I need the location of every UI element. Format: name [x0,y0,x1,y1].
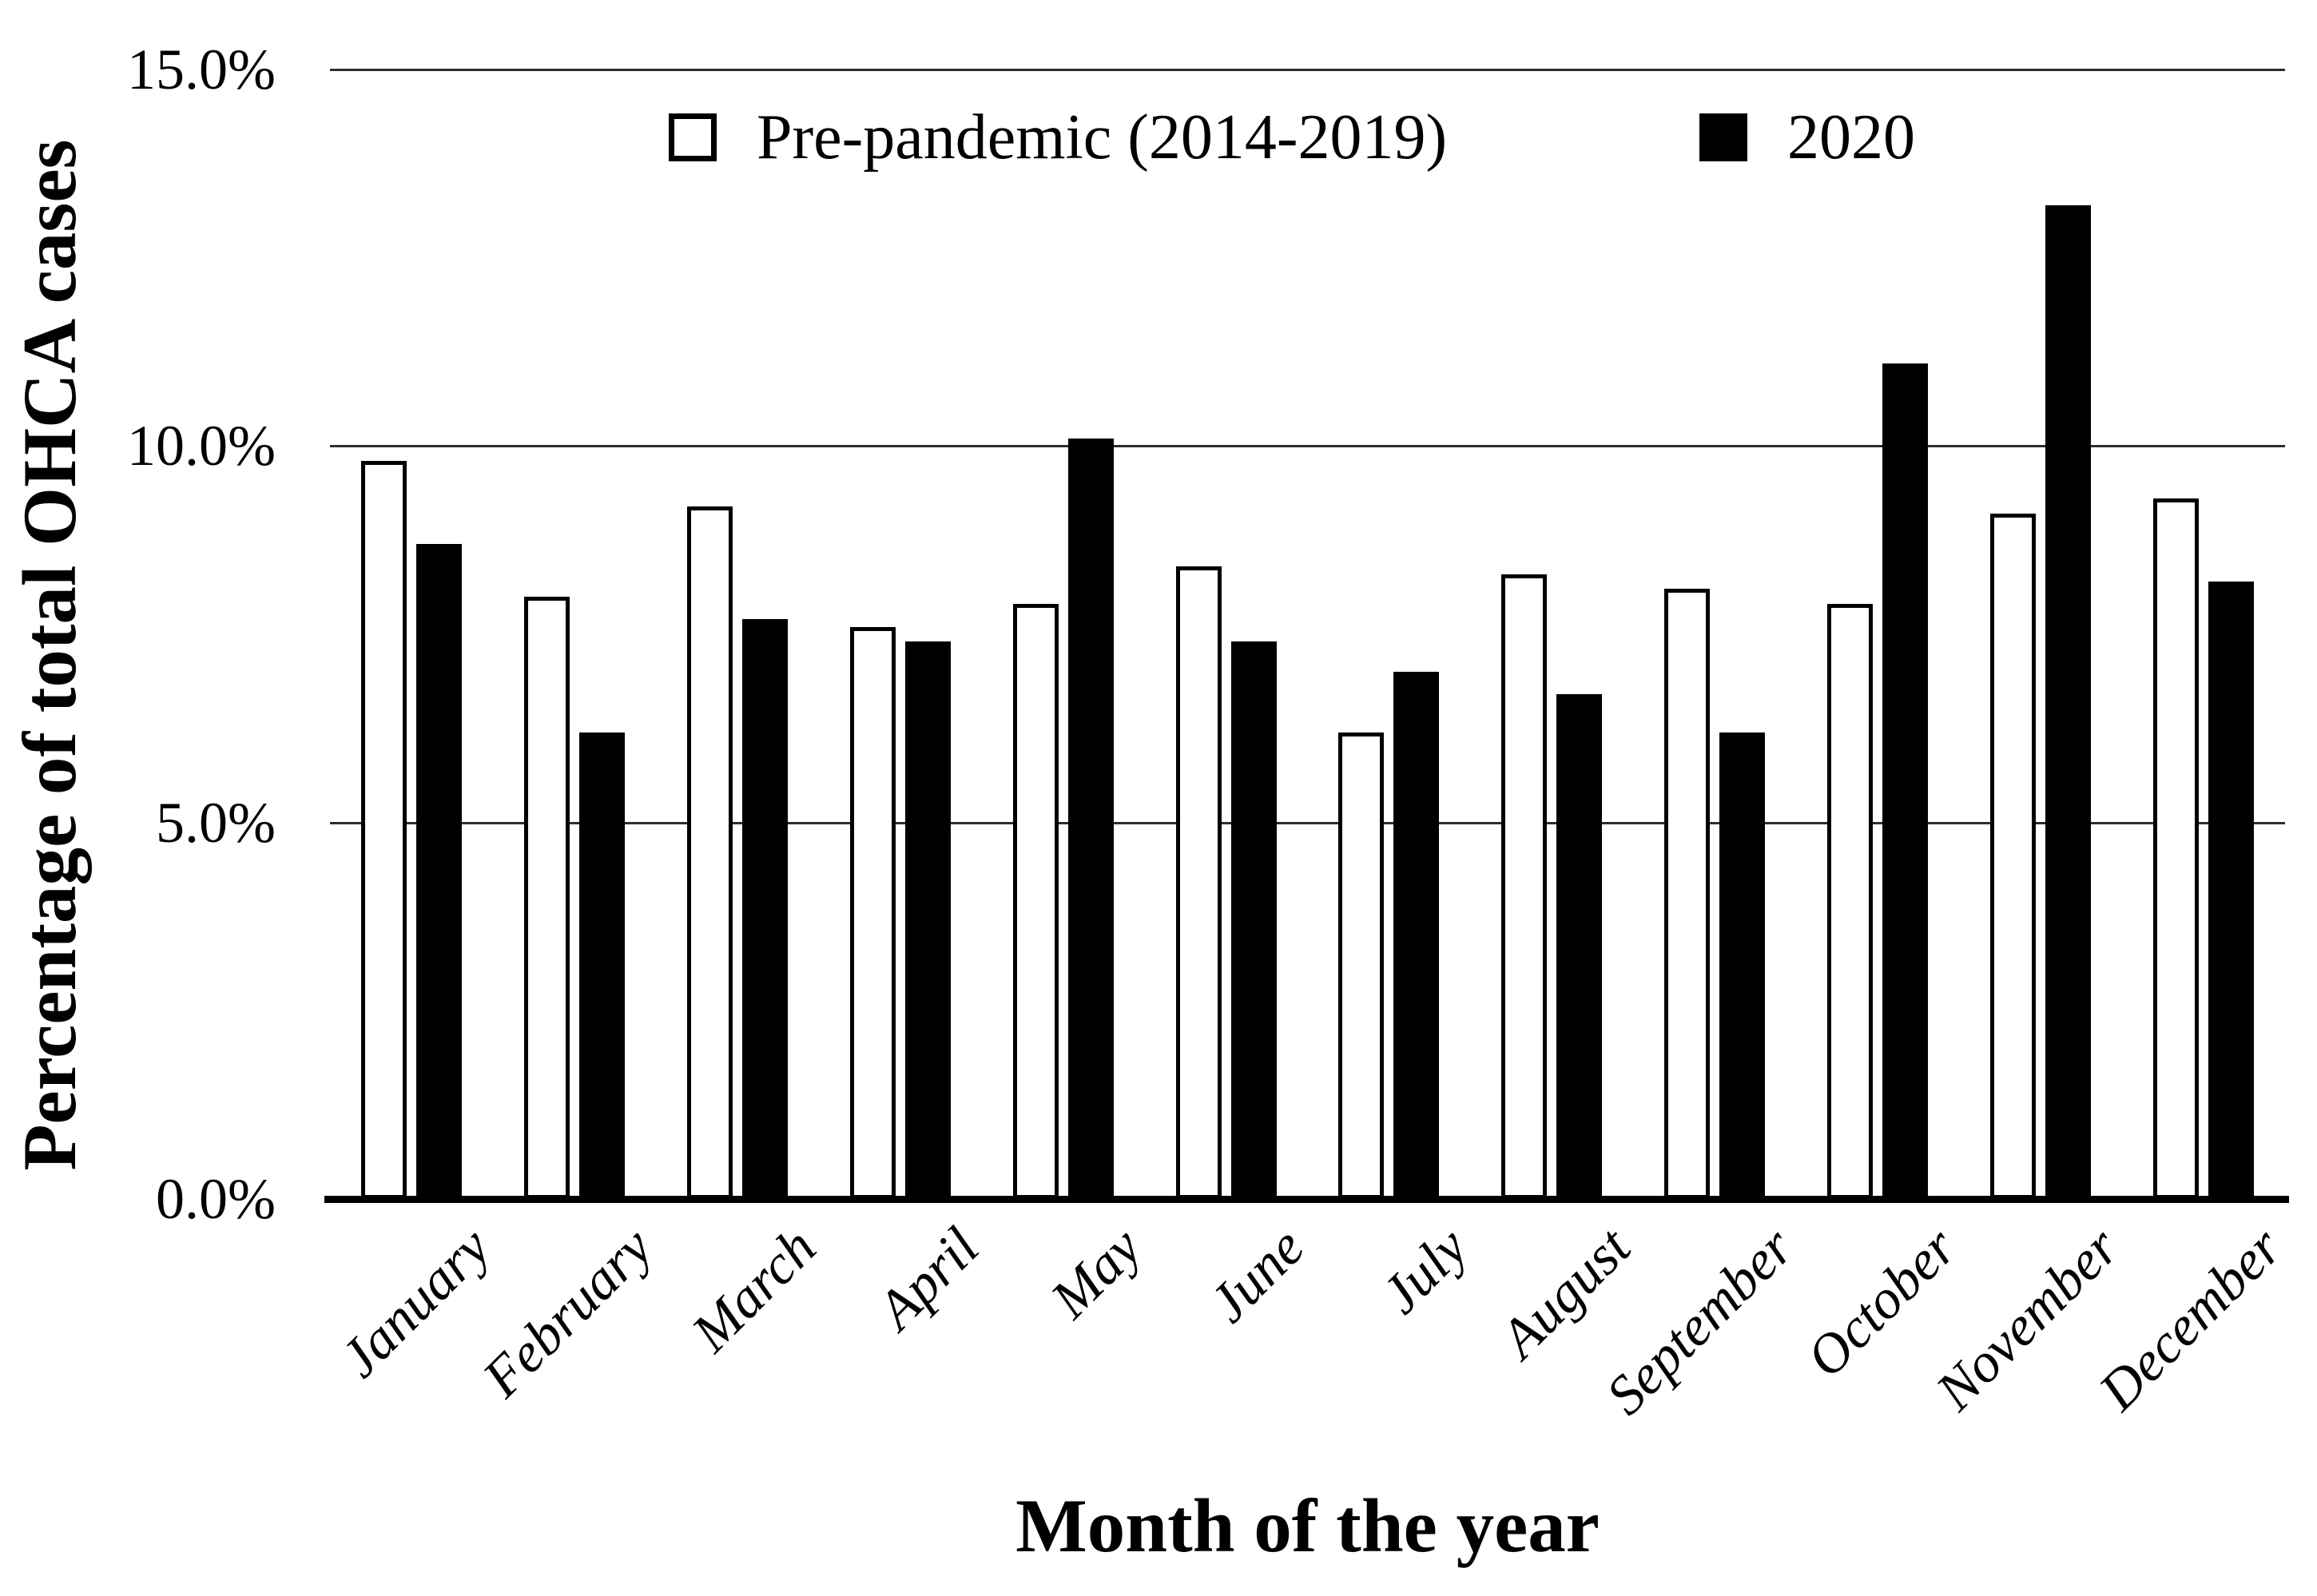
bar-august-pre-pandemic [1501,574,1547,1199]
y-axis-title: Percentage of total OHCA cases [7,139,92,1171]
bar-june-pre-pandemic [1176,566,1222,1199]
legend-item-2020: 2020 [1699,105,1915,169]
bar-january-pre-pandemic [361,461,407,1199]
x-tick-label-march: March [680,1216,828,1364]
bar-september-2020 [1719,732,1765,1199]
gridline-15.0% [330,69,2285,71]
bar-july-pre-pandemic [1338,732,1384,1199]
bar-december-pre-pandemic [2153,498,2199,1199]
legend-item-pre-pandemic: Pre-pandemic (2014-2019) [669,105,1447,169]
bar-november-pre-pandemic [1990,514,2036,1199]
bar-april-pre-pandemic [850,627,896,1199]
legend-swatch-pre-pandemic-icon [669,113,717,161]
legend-label-pre-pandemic: Pre-pandemic (2014-2019) [757,102,1448,173]
y-tick-label-15.0%: 15.0% [127,38,276,101]
bar-november-2020 [2045,205,2091,1199]
bar-december-2020 [2208,582,2254,1199]
x-axis-title: Month of the year [1015,1483,1600,1568]
gridline-10.0% [330,445,2285,448]
x-tick-label-july: July [1369,1216,1480,1326]
bar-january-2020 [416,544,462,1199]
x-tick-label-august: August [1488,1216,1643,1370]
bar-october-pre-pandemic [1827,604,1873,1199]
bar-july-2020 [1393,672,1439,1199]
legend-label-2020: 2020 [1787,102,1915,173]
x-tick-label-april: April [865,1216,991,1341]
x-tick-label-may: May [1039,1216,1154,1331]
y-tick-label-0.0%: 0.0% [156,1167,276,1231]
y-tick-label-10.0%: 10.0% [127,414,276,478]
bar-june-2020 [1231,641,1277,1199]
bar-march-2020 [742,619,788,1199]
bar-may-2020 [1068,439,1114,1199]
gridline-5.0% [330,821,2285,824]
y-tick-label-5.0%: 5.0% [156,790,276,855]
x-tick-label-february: February [471,1216,666,1410]
bar-february-pre-pandemic [524,597,570,1199]
bar-february-2020 [579,732,625,1199]
bar-april-2020 [905,641,951,1199]
x-axis-line [324,1196,2289,1203]
bar-august-2020 [1556,694,1602,1199]
bar-september-pre-pandemic [1664,589,1710,1199]
x-tick-label-june: June [1198,1216,1317,1335]
bar-may-pre-pandemic [1013,604,1059,1199]
bar-october-2020 [1882,363,1928,1199]
bar-march-pre-pandemic [687,506,733,1199]
legend-swatch-2020-icon [1699,113,1747,161]
